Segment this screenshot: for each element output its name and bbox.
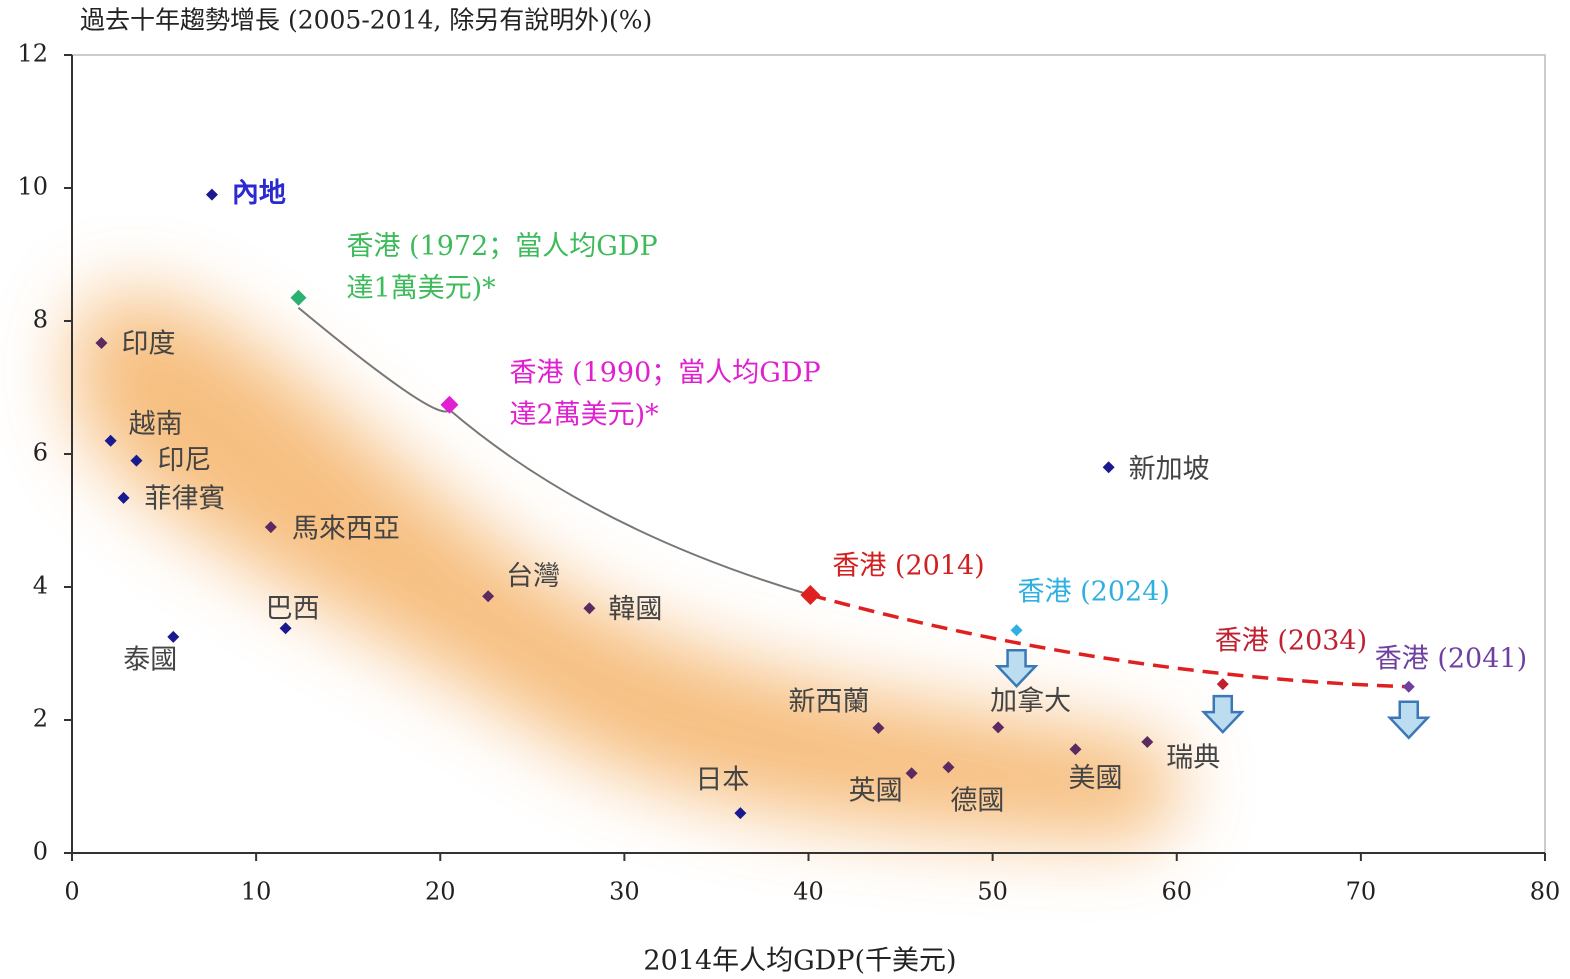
point-label: 香港 (2034) (1215, 626, 1367, 657)
point-label: 香港 (1990；當人均GDP (509, 357, 820, 388)
y-tick-label: 0 (33, 838, 48, 866)
point (942, 761, 955, 774)
point-label: 印尼 (157, 445, 211, 476)
x-tick-label: 50 (977, 878, 1008, 906)
point (872, 721, 885, 734)
x-tick-label: 10 (241, 878, 272, 906)
point (1402, 680, 1415, 693)
chart-title: 過去十年趨勢增長 (2005-2014, 除另有說明外)(%) (80, 6, 652, 35)
down-arrow (1200, 694, 1245, 734)
x-tick-label: 80 (1530, 878, 1561, 906)
trend-curve (297, 306, 811, 596)
point-label: 德國 (950, 786, 1004, 817)
point-label: 菲律賓 (145, 483, 226, 514)
point (440, 395, 459, 414)
point-label: 巴西 (266, 594, 320, 625)
point (1141, 735, 1154, 748)
y-tick-label: 2 (33, 705, 48, 733)
x-axis-label: 2014年人均GDP(千美元) (643, 946, 956, 977)
point (95, 336, 108, 349)
point (104, 434, 117, 447)
point-label: 達1萬美元)* (346, 273, 496, 304)
point-label: 達2萬美元)* (509, 399, 659, 430)
point (264, 521, 277, 534)
y-tick-label: 8 (33, 306, 48, 334)
point (992, 721, 1005, 734)
point-label: 香港 (2014) (832, 550, 984, 581)
point-label: 英國 (849, 776, 903, 807)
point-label: 韓國 (608, 594, 662, 625)
down-arrow (1386, 700, 1431, 740)
y-tick-label: 6 (33, 439, 48, 467)
x-tick-label: 60 (1161, 878, 1192, 906)
point-label: 泰國 (123, 644, 177, 675)
point-label: 新西蘭 (788, 686, 869, 717)
point (1216, 678, 1229, 691)
point (290, 289, 307, 306)
point (800, 584, 821, 605)
y-tick-label: 10 (17, 173, 48, 201)
point-label: 加拿大 (990, 686, 1071, 717)
x-tick-label: 0 (64, 878, 79, 906)
point (1102, 461, 1115, 474)
point (279, 622, 292, 635)
x-tick-label: 70 (1346, 878, 1377, 906)
point-label: 香港 (2041) (1375, 643, 1527, 674)
point-label: 印度 (121, 328, 175, 359)
point (905, 767, 918, 780)
point (1010, 624, 1023, 637)
point-label: 內地 (232, 178, 286, 209)
point (734, 807, 747, 820)
y-tick-label: 12 (17, 40, 48, 68)
highlight-band (71, 293, 1180, 841)
point-label: 瑞典 (1166, 742, 1220, 773)
projection-curve (809, 593, 1409, 689)
point-label: 馬來西亞 (292, 514, 400, 545)
y-tick-label: 4 (33, 572, 48, 600)
point-label: 越南 (129, 409, 183, 440)
point-label: 台灣 (506, 561, 560, 592)
point (167, 630, 180, 643)
point-label: 香港 (2024) (1018, 577, 1170, 608)
x-tick-label: 40 (793, 878, 824, 906)
down-arrow (994, 648, 1039, 689)
point-label: 香港 (1972；當人均GDP (346, 231, 657, 262)
point-label: 美國 (1068, 763, 1122, 794)
point (1069, 743, 1082, 756)
point (130, 454, 143, 467)
point (117, 491, 130, 504)
x-tick-label: 20 (425, 878, 456, 906)
x-tick-label: 30 (609, 878, 640, 906)
point (205, 188, 218, 201)
point-label: 日本 (695, 765, 749, 796)
point (583, 602, 596, 615)
point-label: 新加坡 (1129, 454, 1210, 485)
point (482, 590, 495, 603)
